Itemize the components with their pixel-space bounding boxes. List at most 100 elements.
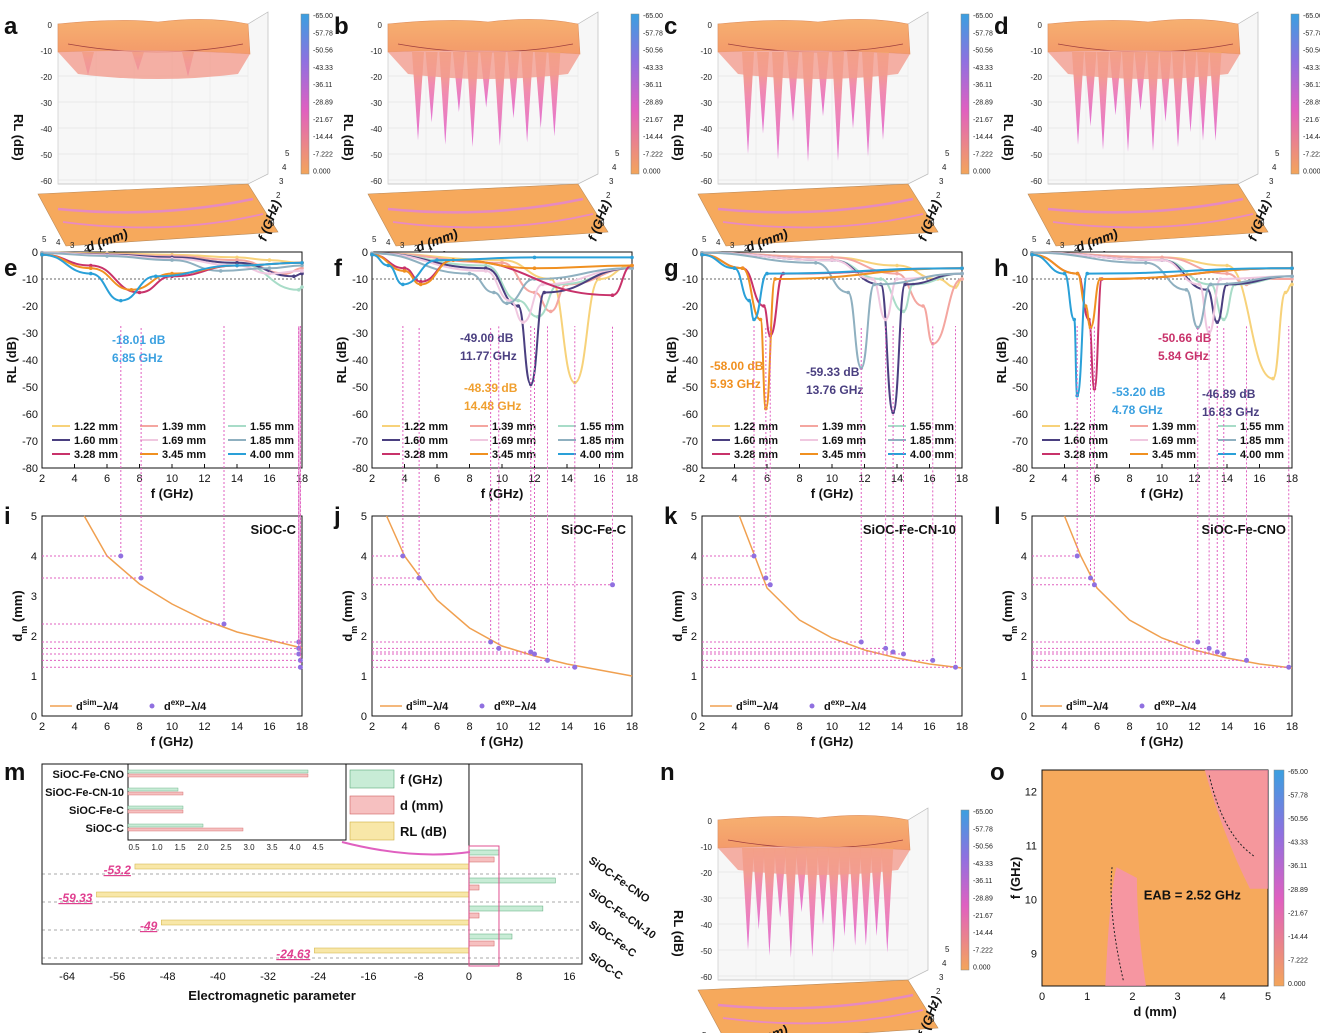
data-point	[267, 258, 272, 262]
y-tick-label: 1	[273, 205, 278, 214]
surface-body	[1048, 50, 1240, 79]
exp-point	[858, 639, 864, 645]
z-tick-label: -50	[700, 947, 712, 956]
y-axis-title: RL (dB)	[4, 337, 19, 384]
data-point	[418, 282, 423, 287]
panel-label-i: i	[4, 503, 11, 530]
rl-value-label: -53.2	[104, 863, 132, 877]
data-point	[921, 304, 925, 308]
contour-line	[1110, 867, 1124, 981]
data-point	[895, 277, 899, 281]
legend-label: 1.22 mm	[74, 421, 118, 433]
x-tick-label: 16	[593, 473, 605, 485]
x-tick-label: 4	[1061, 721, 1067, 733]
floor-contour	[1047, 197, 1244, 214]
floor-contour	[392, 213, 594, 229]
x-tick-label: 14	[891, 473, 903, 485]
data-point	[1195, 325, 1200, 330]
eab-annotation: EAB = 2.52 GHz	[1144, 888, 1242, 903]
y-tick-label: 0	[691, 711, 697, 723]
legend-label-exp: dexp−λ/4	[1154, 698, 1197, 713]
z-tick-label: -40	[1030, 125, 1042, 134]
z-tick-label: -20	[40, 73, 52, 82]
panel-label-o: o	[990, 759, 1005, 786]
colorbar-tick-label: -14.44	[1303, 134, 1320, 141]
x-tick-label: 4	[56, 238, 61, 247]
x-tick-label: 8	[1126, 721, 1132, 733]
colorbar-tick-label: -65.00	[313, 13, 333, 20]
annotation-frequency: 13.76 GHz	[806, 383, 863, 397]
x-tick-label: 18	[296, 721, 308, 733]
y-tick-label: -20	[22, 301, 38, 313]
x-tick-label: -40	[210, 971, 226, 983]
y-tick-label: 2	[276, 191, 281, 200]
y-tick-label: 3	[31, 591, 37, 603]
x-tick-label: 16	[1253, 473, 1265, 485]
y-tick-label: 2	[1266, 191, 1271, 200]
y-tick-label: -20	[682, 301, 698, 313]
series-line	[371, 252, 633, 324]
y-tick-label: 0	[600, 219, 605, 228]
x-tick-label: 3	[70, 241, 75, 250]
data-point	[500, 258, 504, 262]
y-axis-title: dm (mm)	[670, 590, 689, 641]
floor-contour	[1052, 213, 1254, 229]
x-tick-label: 8	[136, 473, 142, 485]
x-tick-label: 8	[466, 473, 472, 485]
colorbar	[960, 13, 970, 175]
y-tick-label: 5	[1021, 511, 1027, 523]
data-point	[542, 290, 547, 295]
series-line	[371, 252, 633, 305]
data-point	[1030, 252, 1034, 257]
data-point	[1218, 277, 1223, 281]
x-tick-label: 2	[699, 721, 705, 733]
data-point	[830, 258, 834, 262]
inset-bar	[127, 787, 179, 792]
data-point	[483, 263, 488, 268]
z-tick-label: -20	[1030, 73, 1042, 82]
y-axis-title: RL (dB)	[664, 337, 679, 384]
data-point	[700, 252, 704, 257]
data-point	[895, 271, 899, 276]
series-line	[371, 252, 633, 318]
x-tick-label: 10	[166, 473, 178, 485]
colorbar-tick-label: -21.67	[973, 913, 993, 920]
legend-label: 3.45 mm	[1152, 449, 1196, 461]
colorbar-tick-label: -7.222	[973, 151, 993, 158]
colorbar	[630, 13, 640, 175]
colorbar-tick-label: -28.89	[1288, 887, 1308, 894]
z-axis-title: RL (dB)	[1001, 114, 1016, 161]
x-axis-title: f (GHz)	[151, 734, 194, 749]
exp-point	[883, 645, 889, 651]
y-tick-label: 11	[1026, 841, 1037, 853]
surface-top	[1047, 19, 1241, 55]
y-tick-label: 0	[930, 1015, 935, 1024]
x-tick-label: 5	[1032, 235, 1037, 244]
data-point	[878, 277, 883, 281]
plot-frame	[701, 251, 963, 469]
colorbar-tick-label: -57.78	[1288, 793, 1308, 800]
data-point	[540, 282, 545, 287]
data-point	[516, 304, 521, 308]
data-point	[483, 269, 488, 273]
colorbar-tick-label: -65.00	[1303, 13, 1320, 20]
x-axis-title: Electromagnetic parameter	[188, 988, 356, 1003]
data-point	[747, 298, 751, 303]
colorbar-tick-label: 0.000	[973, 169, 991, 176]
legend-label: 4.00 mm	[580, 449, 624, 461]
x-tick-label: 18	[956, 473, 968, 485]
data-point	[467, 271, 472, 276]
absorption-band	[1204, 770, 1268, 889]
exp-point	[221, 621, 227, 627]
inset-bar	[127, 809, 184, 814]
annotation-rl: -50.66 dB	[1158, 331, 1212, 345]
data-point	[170, 258, 174, 262]
surface-spike	[881, 848, 894, 953]
x-axis-title: f (GHz)	[811, 486, 854, 501]
z-tick-label: -60	[1030, 177, 1042, 186]
z-axis-title: RL (dB)	[341, 114, 356, 161]
x-tick-label: 5	[42, 235, 47, 244]
z-tick-label: -40	[700, 125, 712, 134]
z-tick-label: -60	[700, 973, 712, 982]
